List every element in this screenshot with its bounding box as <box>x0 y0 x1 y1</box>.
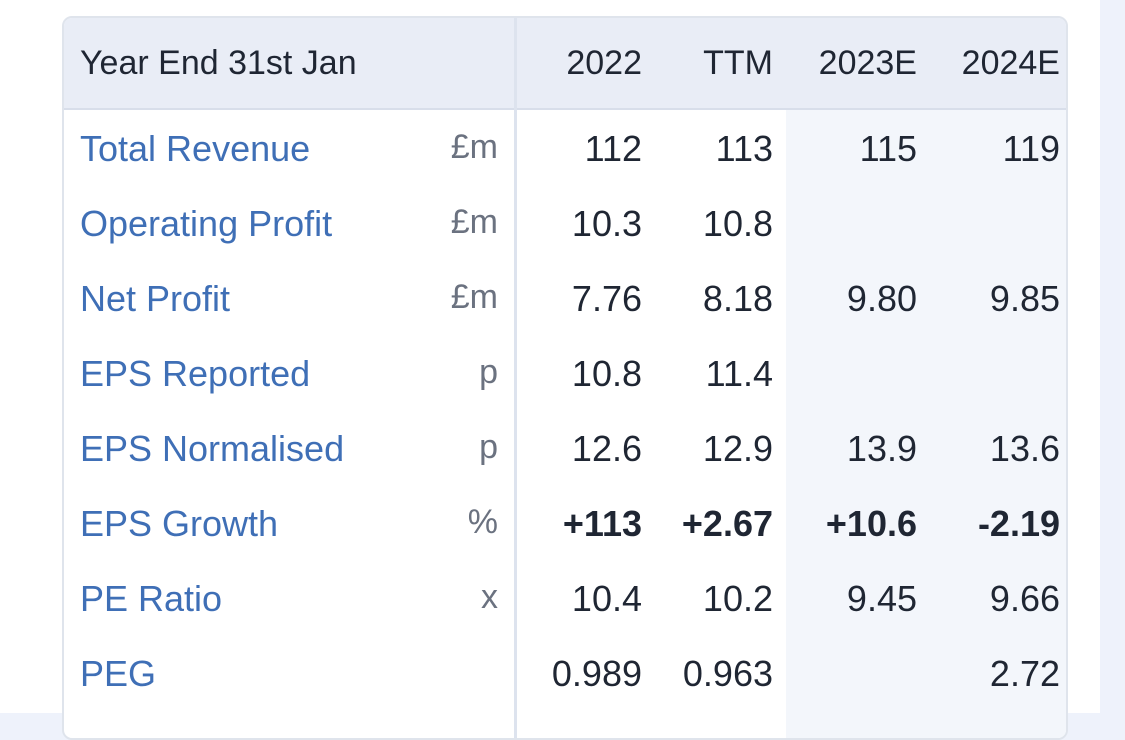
cell-2022: 112 <box>584 128 642 169</box>
cell-2022: 10.8 <box>571 353 642 394</box>
row-unit: p <box>479 428 498 466</box>
row-label-link[interactable]: PE Ratio <box>80 578 223 619</box>
row-unit: £m <box>450 203 498 241</box>
cell-2023e: 115 <box>859 128 917 169</box>
cell-2024e: 13.6 <box>989 428 1060 469</box>
column-header-2024e: 2024E <box>961 44 1060 82</box>
row-unit: £m <box>450 128 498 166</box>
cell-2023e-positive: +10.6 <box>825 503 917 544</box>
column-header-ttm: TTM <box>703 44 773 82</box>
estimate-columns-shade <box>786 110 1066 738</box>
table-row-pe-ratio: PE Ratio x 10.4 10.2 9.45 9.66 <box>64 560 1066 635</box>
cell-2022-positive: +113 <box>562 503 642 544</box>
row-label-link[interactable]: EPS Reported <box>80 353 311 394</box>
page-side-gutter <box>1100 0 1125 713</box>
financials-table: Year End 31st Jan 2022 TTM 2023E 2024E T… <box>62 16 1068 740</box>
table-row-eps-growth: EPS Growth % +113 +2.67 +10.6 -2.19 <box>64 485 1066 560</box>
cell-2024e-negative: -2.19 <box>977 503 1060 544</box>
row-unit: £m <box>450 278 498 316</box>
cell-2024e: 2.72 <box>989 653 1060 694</box>
table-row-total-revenue: Total Revenue £m 112 113 115 119 <box>64 110 1066 185</box>
cell-2022: 10.3 <box>571 203 642 244</box>
cell-ttm: 10.2 <box>702 578 773 619</box>
cell-ttm: 11.4 <box>705 353 773 394</box>
cell-2024e: 9.66 <box>989 578 1060 619</box>
row-label-link[interactable]: Net Profit <box>80 278 231 319</box>
row-label-link[interactable]: EPS Normalised <box>80 428 345 469</box>
cell-2024e: 119 <box>1002 128 1060 169</box>
table-header: Year End 31st Jan 2022 TTM 2023E 2024E <box>64 18 1066 110</box>
row-unit: % <box>467 503 498 541</box>
column-header-2022: 2022 <box>566 44 642 82</box>
cell-2023e: 13.9 <box>846 428 917 469</box>
table-title: Year End 31st Jan <box>80 44 357 82</box>
table-row-eps-normalised: EPS Normalised p 12.6 12.9 13.9 13.6 <box>64 410 1066 485</box>
column-header-2023e: 2023E <box>818 44 917 82</box>
table-row-eps-reported: EPS Reported p 10.8 11.4 <box>64 335 1066 410</box>
column-separator <box>514 18 517 738</box>
row-label-link[interactable]: PEG <box>80 653 157 694</box>
cell-ttm: 12.9 <box>702 428 773 469</box>
cell-2022: 10.4 <box>571 578 642 619</box>
cell-2024e: 9.85 <box>989 278 1060 319</box>
row-unit: x <box>481 578 498 616</box>
row-label-link[interactable]: EPS Growth <box>80 503 279 544</box>
row-unit: p <box>479 353 498 391</box>
cell-ttm: 8.18 <box>702 278 773 319</box>
row-label-link[interactable]: Total Revenue <box>80 128 311 169</box>
table-row-net-profit: Net Profit £m 7.76 8.18 9.80 9.85 <box>64 260 1066 335</box>
cell-2022: 0.989 <box>551 653 642 694</box>
cell-2022: 7.76 <box>571 278 642 319</box>
cell-ttm: 10.8 <box>702 203 773 244</box>
cell-2023e: 9.80 <box>846 278 917 319</box>
table-row-peg: PEG 0.989 0.963 2.72 <box>64 635 1066 710</box>
cell-ttm-positive: +2.67 <box>681 503 773 544</box>
table-row-operating-profit: Operating Profit £m 10.3 10.8 <box>64 185 1066 260</box>
row-label-link[interactable]: Operating Profit <box>80 203 333 244</box>
cell-2022: 12.6 <box>571 428 642 469</box>
cell-ttm: 0.963 <box>682 653 773 694</box>
cell-ttm: 113 <box>715 128 773 169</box>
cell-2023e: 9.45 <box>846 578 917 619</box>
